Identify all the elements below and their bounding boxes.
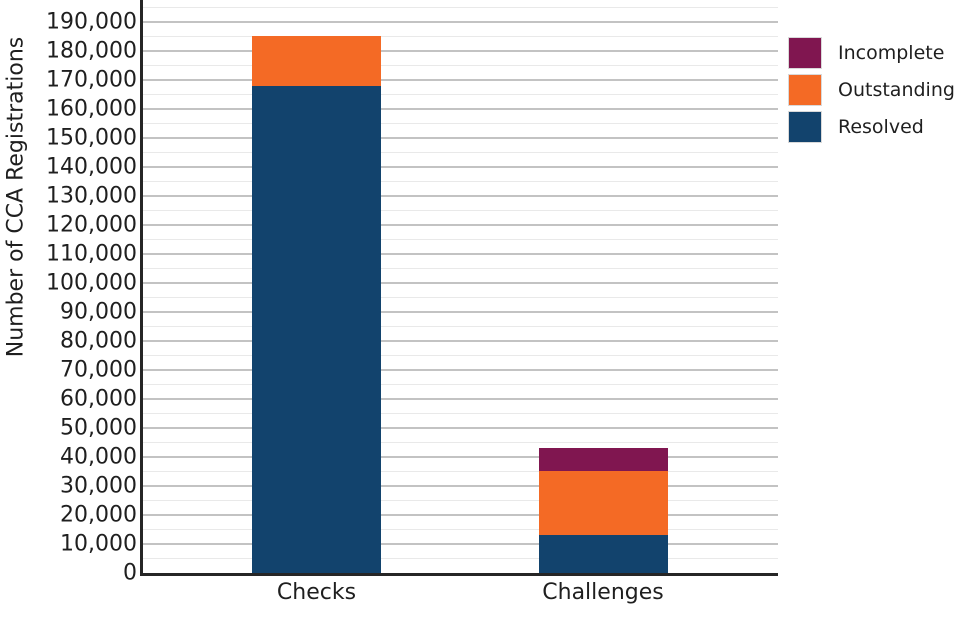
y-tick-label: 120,000: [46, 212, 137, 238]
bar-segment-resolved-challenges: [538, 535, 668, 573]
gridline-minor: [143, 238, 778, 241]
y-tick-label: 150,000: [46, 125, 137, 151]
legend-label: Outstanding: [838, 79, 955, 101]
gridline-major: [143, 223, 778, 226]
gridline-minor: [143, 470, 778, 473]
gridline-minor: [143, 557, 778, 560]
gridline-minor: [143, 296, 778, 299]
y-tick-label: 40,000: [60, 444, 137, 470]
gridline-major: [143, 542, 778, 545]
legend-item-incomplete: Incomplete: [788, 37, 955, 69]
legend-swatch-resolved: [788, 111, 822, 143]
y-tick-label: 30,000: [60, 473, 137, 499]
gridline-major: [143, 78, 778, 81]
gridline-minor: [143, 383, 778, 386]
gridline-major: [143, 107, 778, 110]
gridline-major: [143, 455, 778, 458]
gridline-minor: [143, 35, 778, 38]
gridline-major: [143, 49, 778, 52]
y-tick-label: 170,000: [46, 67, 137, 93]
y-axis-title: Number of CCA Registrations: [3, 36, 29, 358]
gridline-major: [143, 281, 778, 284]
bar-checks: [252, 0, 381, 573]
gridline-major: [143, 194, 778, 197]
gridline-minor: [143, 209, 778, 212]
gridline-major: [143, 397, 778, 400]
gridline-major: [143, 426, 778, 429]
gridline-major: [143, 165, 778, 168]
gridline-major: [143, 252, 778, 255]
y-tick-label: 20,000: [60, 502, 137, 528]
bar-segment-incomplete-challenges: [538, 448, 668, 472]
legend-item-resolved: Resolved: [788, 111, 955, 143]
y-tick-label: 180,000: [46, 38, 137, 64]
legend-label: Resolved: [838, 116, 924, 138]
bar-segment-outstanding-challenges: [538, 471, 668, 536]
gridline-minor: [143, 441, 778, 444]
gridline-minor: [143, 412, 778, 415]
y-tick-label: 110,000: [46, 241, 137, 267]
gridline-minor: [143, 93, 778, 96]
y-tick-label: 100,000: [46, 270, 137, 296]
gridline-major: [143, 368, 778, 371]
x-tick-label-challenges: Challenges: [542, 580, 664, 605]
x-tick-label-checks: Checks: [276, 580, 357, 605]
legend-item-outstanding: Outstanding: [788, 74, 955, 106]
gridline-minor: [143, 325, 778, 328]
gridline-minor: [143, 499, 778, 502]
legend-label: Incomplete: [838, 42, 945, 64]
gridline-major: [143, 484, 778, 487]
y-tick-label: 50,000: [60, 415, 137, 441]
gridline-major: [143, 20, 778, 23]
y-tick-label: 10,000: [60, 531, 137, 557]
y-tick-label: 0: [123, 560, 137, 586]
y-tick-label: 80,000: [60, 328, 137, 354]
gridline-major: [143, 339, 778, 342]
legend-swatch-outstanding: [788, 74, 822, 106]
y-tick-label: 70,000: [60, 357, 137, 383]
gridline-minor: [143, 180, 778, 183]
y-tick-label: 60,000: [60, 386, 137, 412]
y-tick-label: 140,000: [46, 154, 137, 180]
gridline-minor: [143, 528, 778, 531]
gridline-minor: [143, 151, 778, 154]
legend-swatch-incomplete: [788, 37, 822, 69]
y-tick-label: 190,000: [46, 9, 137, 35]
y-tick-label: 130,000: [46, 183, 137, 209]
legend: Incomplete Outstanding Resolved: [788, 37, 955, 143]
y-tick-label: 90,000: [60, 299, 137, 325]
plot-area: [140, 0, 778, 576]
gridline-minor: [143, 267, 778, 270]
bar-challenges: [538, 0, 668, 573]
gridline-major: [143, 513, 778, 516]
y-tick-label: 160,000: [46, 96, 137, 122]
gridline-major: [143, 136, 778, 139]
bar-segment-resolved-checks: [252, 85, 381, 573]
gridline-minor: [143, 122, 778, 125]
gridline-major: [143, 310, 778, 313]
bar-segment-outstanding-checks: [252, 36, 381, 86]
gridline-minor: [143, 64, 778, 67]
gridline-minor: [143, 6, 778, 8]
gridline-minor: [143, 354, 778, 357]
